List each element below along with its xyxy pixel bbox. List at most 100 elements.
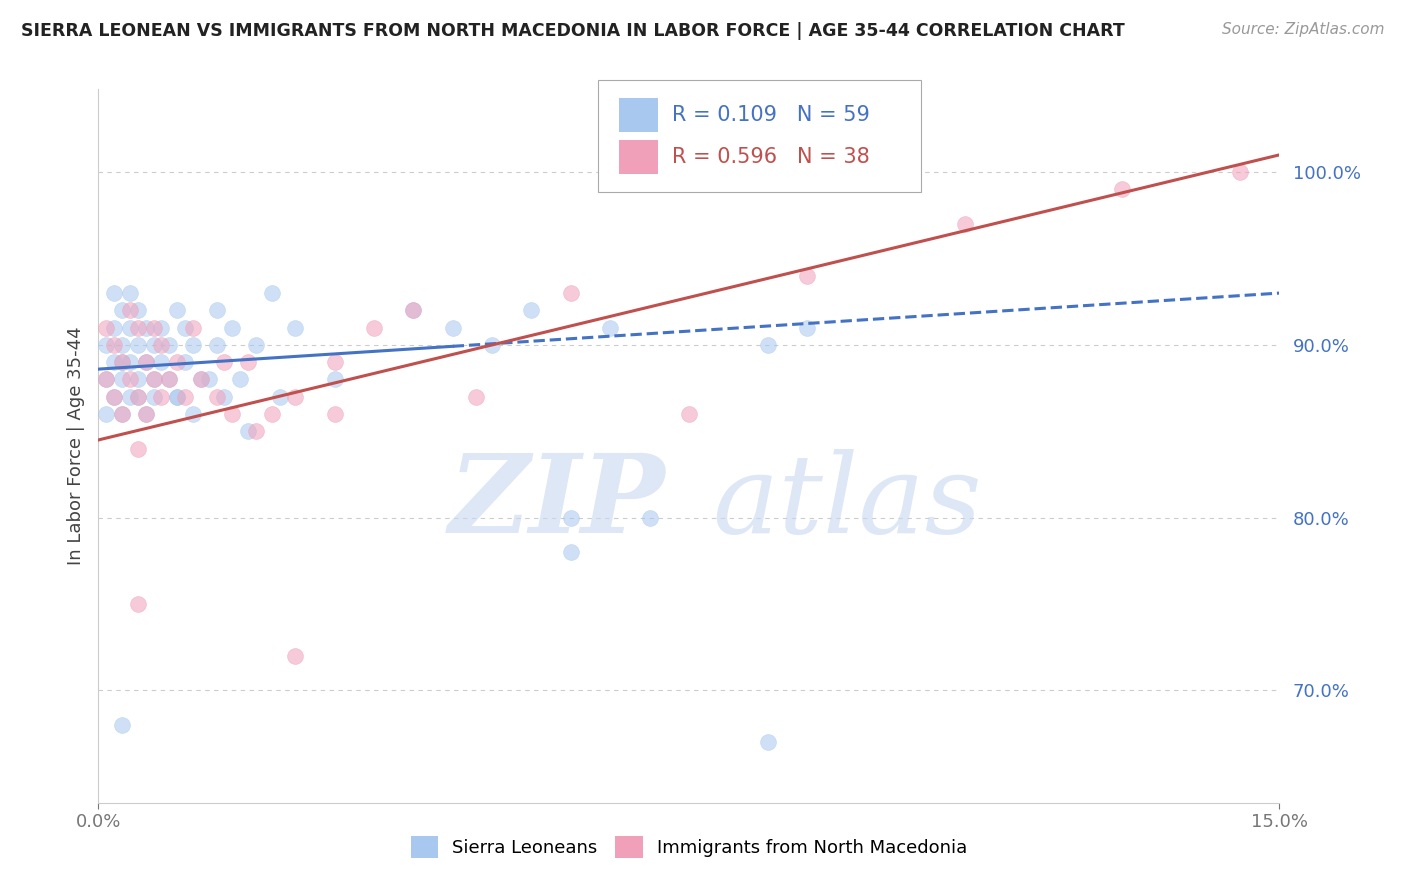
Point <box>1229 165 1251 179</box>
Point <box>465 390 488 404</box>
Point <box>190 372 212 386</box>
Text: SIERRA LEONEAN VS IMMIGRANTS FROM NORTH MACEDONIA IN LABOR FORCE | AGE 35-44 COR: SIERRA LEONEAN VS IMMIGRANTS FROM NORTH … <box>21 22 1125 40</box>
Text: R = 0.109   N = 59: R = 0.109 N = 59 <box>672 105 870 125</box>
Point <box>127 597 149 611</box>
Point <box>127 390 149 404</box>
Point <box>560 545 582 559</box>
Text: Source: ZipAtlas.com: Source: ZipAtlas.com <box>1222 22 1385 37</box>
Point <box>174 355 197 369</box>
Point <box>150 338 173 352</box>
Point <box>284 390 307 404</box>
Point <box>111 407 134 421</box>
Point <box>111 407 134 421</box>
Point <box>174 390 197 404</box>
Point <box>118 355 141 369</box>
Point <box>96 338 118 352</box>
Point <box>174 320 197 334</box>
Point <box>236 355 259 369</box>
Point <box>756 735 779 749</box>
Point <box>127 372 149 386</box>
Point <box>111 303 134 318</box>
Point <box>197 372 219 386</box>
Point <box>142 372 165 386</box>
Point <box>520 303 543 318</box>
Point <box>150 355 173 369</box>
Point <box>166 390 188 404</box>
Point <box>118 372 141 386</box>
Point <box>205 303 228 318</box>
Y-axis label: In Labor Force | Age 35-44: In Labor Force | Age 35-44 <box>66 326 84 566</box>
Point <box>157 372 180 386</box>
Point <box>402 303 425 318</box>
Point <box>118 390 141 404</box>
Text: R = 0.596   N = 38: R = 0.596 N = 38 <box>672 147 870 167</box>
Point <box>135 407 157 421</box>
Point <box>150 390 173 404</box>
Point <box>402 303 425 318</box>
Point <box>103 286 125 301</box>
Point <box>323 355 346 369</box>
Point <box>111 338 134 352</box>
Point <box>245 338 267 352</box>
Point <box>260 407 283 421</box>
Point <box>127 320 149 334</box>
Point <box>142 320 165 334</box>
Point <box>181 320 204 334</box>
Point <box>638 510 661 524</box>
Point <box>1111 182 1133 196</box>
Point <box>441 320 464 334</box>
Point <box>284 320 307 334</box>
Point <box>245 425 267 439</box>
Point <box>142 338 165 352</box>
Point <box>560 510 582 524</box>
Point <box>678 407 700 421</box>
Point <box>127 390 149 404</box>
Point <box>150 320 173 334</box>
Point <box>953 217 976 231</box>
Point <box>323 407 346 421</box>
Text: atlas: atlas <box>713 450 983 557</box>
Point <box>118 303 141 318</box>
Point <box>205 390 228 404</box>
Point <box>236 425 259 439</box>
Point <box>363 320 385 334</box>
Legend: Sierra Leoneans, Immigrants from North Macedonia: Sierra Leoneans, Immigrants from North M… <box>404 829 974 865</box>
Point <box>103 320 125 334</box>
Point <box>127 303 149 318</box>
Point <box>118 320 141 334</box>
Point <box>111 718 134 732</box>
Point <box>181 407 204 421</box>
Point <box>599 320 621 334</box>
Point <box>323 372 346 386</box>
Point <box>166 355 188 369</box>
Point <box>481 338 503 352</box>
Point <box>118 286 141 301</box>
Point <box>284 648 307 663</box>
Point <box>111 372 134 386</box>
Point <box>260 286 283 301</box>
Point <box>96 372 118 386</box>
Point <box>796 268 818 283</box>
Point <box>221 407 243 421</box>
Point <box>135 320 157 334</box>
Point <box>166 303 188 318</box>
Point <box>111 355 134 369</box>
Point <box>157 372 180 386</box>
Point <box>135 355 157 369</box>
Point <box>157 338 180 352</box>
Point <box>229 372 252 386</box>
Point <box>181 338 204 352</box>
Point <box>96 320 118 334</box>
Point <box>221 320 243 334</box>
Point <box>135 407 157 421</box>
Point <box>135 355 157 369</box>
Point <box>214 355 236 369</box>
Point <box>796 320 818 334</box>
Point <box>756 338 779 352</box>
Point <box>96 372 118 386</box>
Point <box>142 390 165 404</box>
Point <box>166 390 188 404</box>
Point <box>96 407 118 421</box>
Point <box>190 372 212 386</box>
Point <box>103 355 125 369</box>
